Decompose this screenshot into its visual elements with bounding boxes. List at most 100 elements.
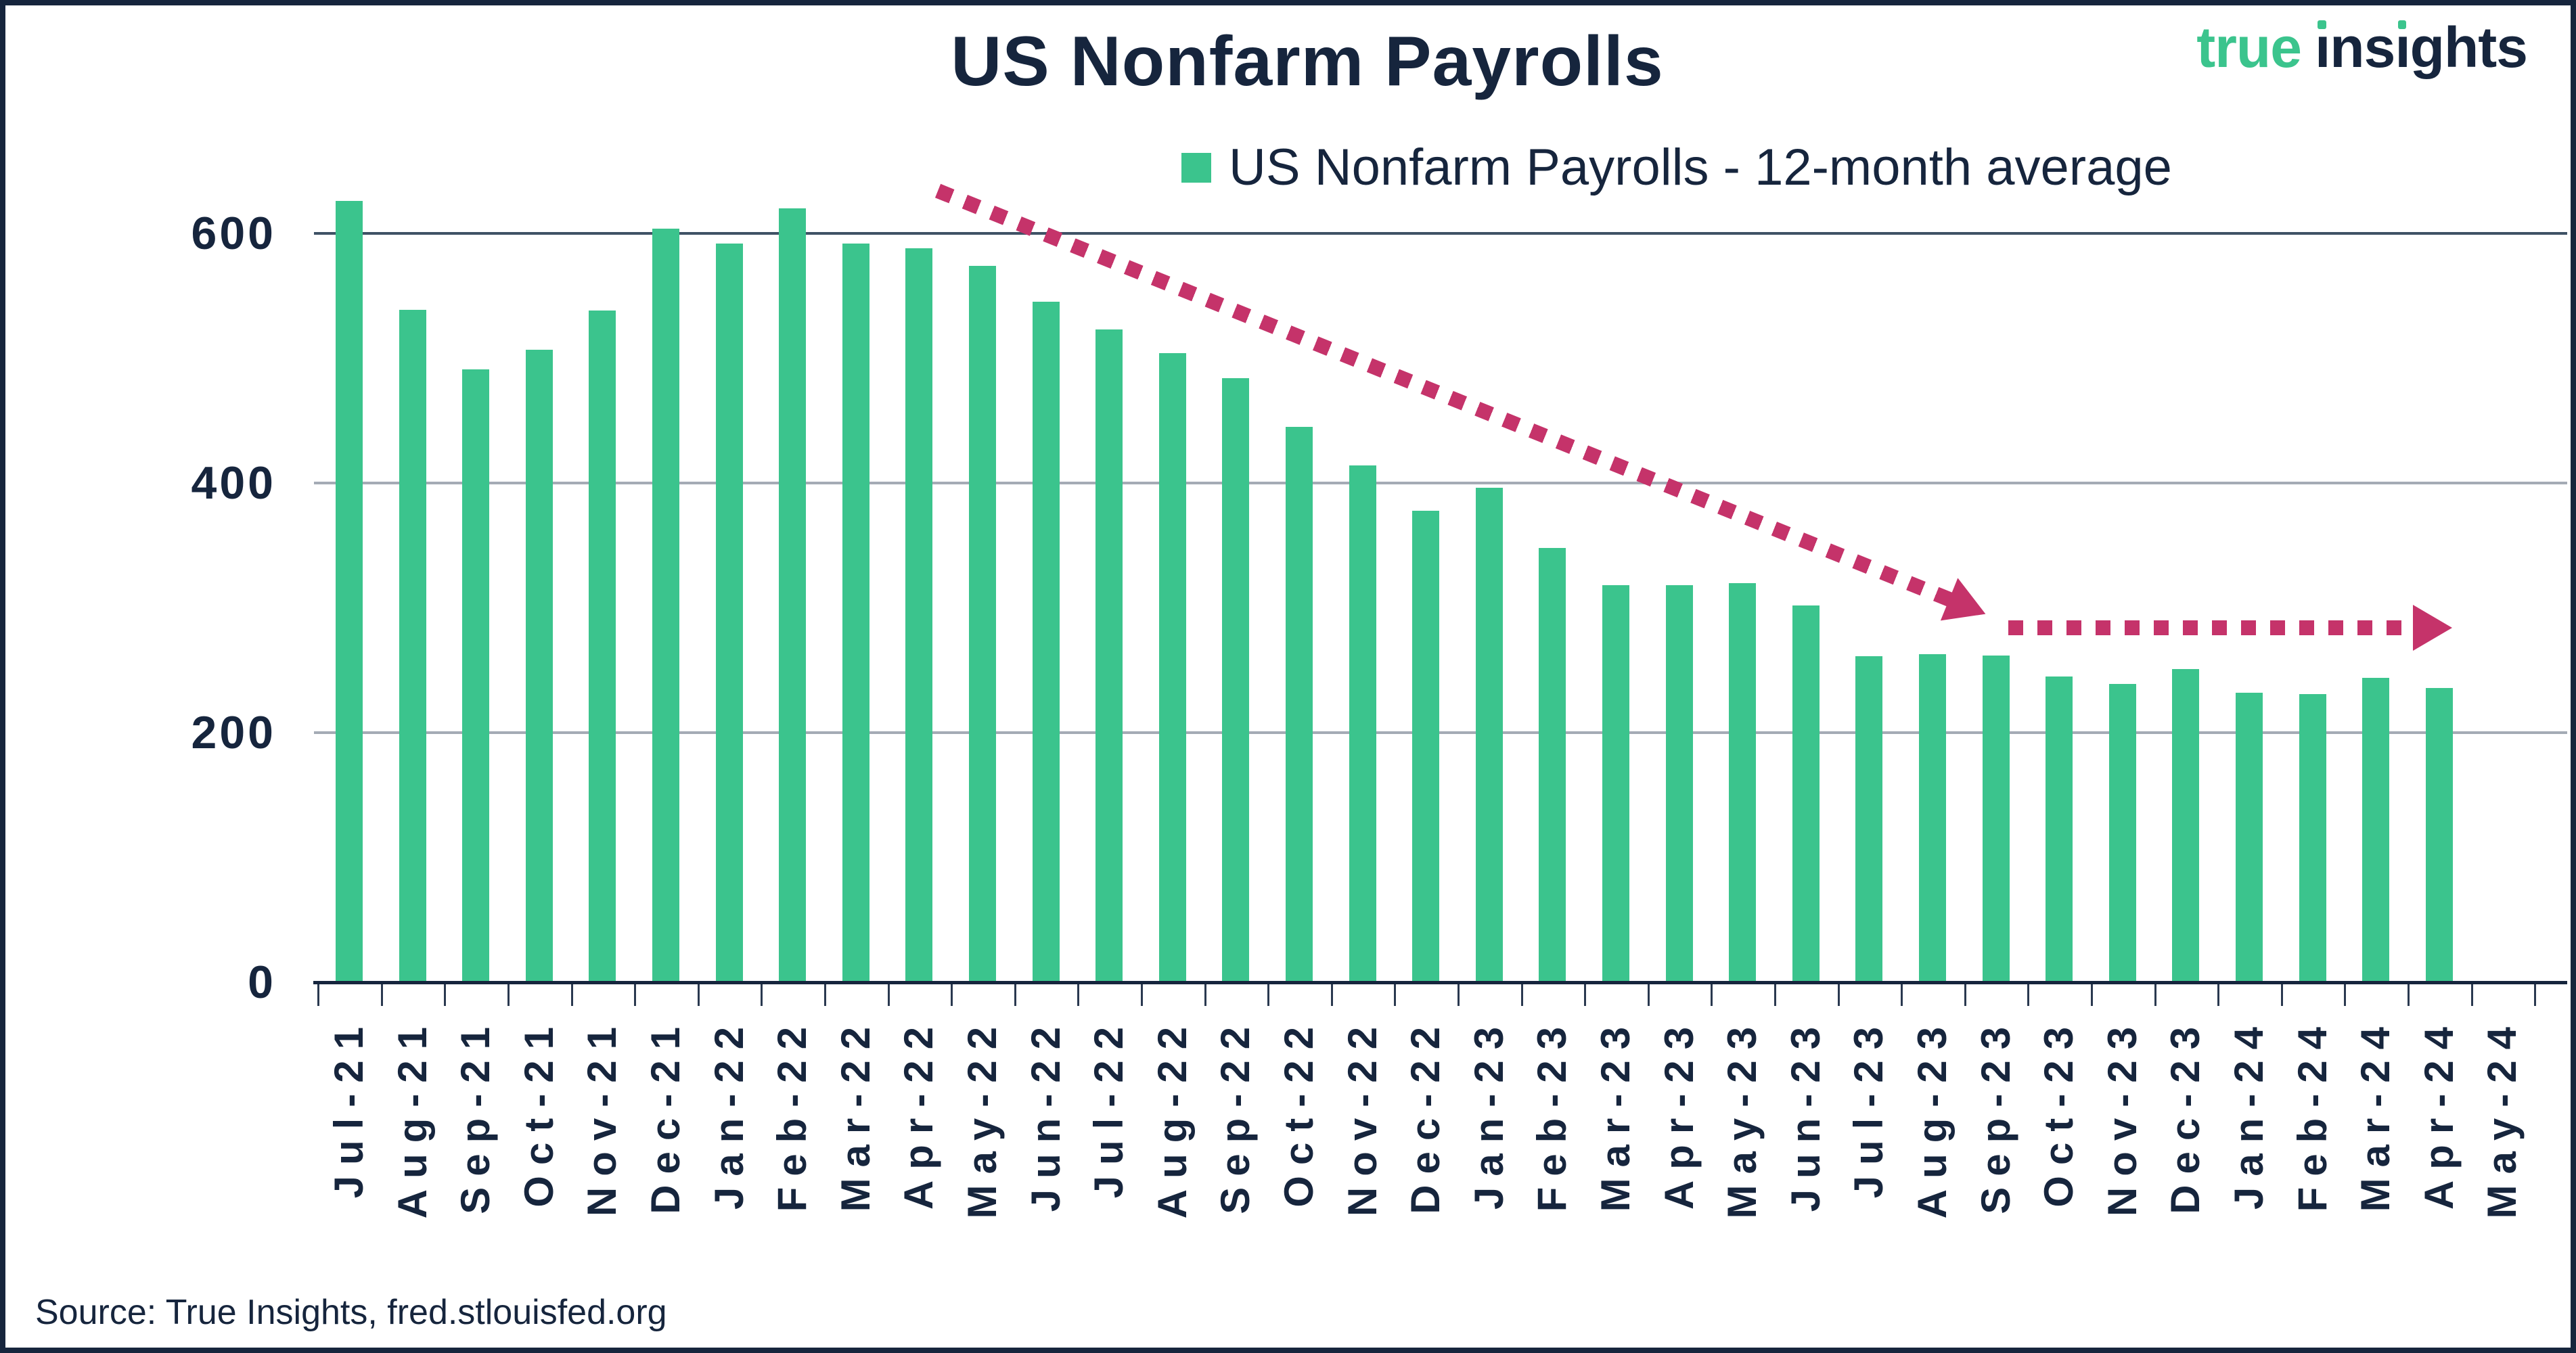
x-axis-tick-label: Mar-23 (1593, 1016, 1638, 1212)
x-axis-tick (1711, 984, 1713, 1006)
x-axis-tick (2280, 984, 2283, 1006)
x-axis-tick-label: Aug-21 (389, 1016, 435, 1219)
bar-Jul-23 (1855, 656, 1883, 982)
x-axis-tick-label: Feb-23 (1529, 1016, 1575, 1212)
flat-trend-arrow (2008, 620, 2414, 635)
x-axis-tick-label: Jun-22 (1022, 1016, 1068, 1212)
bar-Mar-24 (2362, 677, 2390, 982)
x-axis-tick-label: May-24 (2479, 1016, 2525, 1219)
bar-Mar-23 (1602, 585, 1629, 982)
x-axis-tick-label: Aug-23 (1910, 1016, 1955, 1219)
x-axis-tick-label: Apr-24 (2416, 1016, 2462, 1210)
bar-Nov-23 (2108, 684, 2136, 982)
x-axis-tick (380, 984, 383, 1006)
x-axis-tick (1267, 984, 1270, 1006)
x-axis-tick-label: Aug-22 (1149, 1016, 1195, 1219)
x-axis-tick (1774, 984, 1776, 1006)
x-axis-tick (761, 984, 763, 1006)
y-axis-tick-label: 600 (191, 208, 276, 259)
logo-i-dot-icon (2397, 20, 2407, 29)
x-axis-tick-label: May-22 (959, 1016, 1005, 1219)
bar-Feb-22 (779, 208, 807, 982)
brand-logo: true ı nsı ghts (2196, 15, 2528, 81)
x-axis-tick (1837, 984, 1840, 1006)
y-axis-tick-label: 0 (248, 957, 276, 1008)
legend-swatch (1181, 152, 1211, 183)
x-axis-tick-label: Oct-21 (516, 1016, 562, 1208)
chart-title: US Nonfarm Payrolls (951, 22, 1664, 101)
x-axis-tick (824, 984, 826, 1006)
x-axis-tick (2027, 984, 2030, 1006)
x-axis-line (313, 981, 2567, 984)
x-axis-tick-label: Jan-22 (706, 1016, 752, 1210)
bar-Jun-23 (1792, 605, 1820, 982)
x-axis-tick-label: Mar-24 (2353, 1016, 2399, 1212)
x-axis-tick (2470, 984, 2473, 1006)
bar-Oct-23 (2046, 676, 2073, 982)
x-axis-tick-label: Dec-22 (1403, 1016, 1449, 1214)
x-axis-tick-label: Jan-23 (1466, 1016, 1512, 1210)
bar-Apr-22 (905, 248, 933, 982)
x-axis-tick (1584, 984, 1587, 1006)
bar-Dec-21 (652, 228, 679, 982)
bar-Mar-22 (842, 243, 869, 982)
logo-letter-i: ı (2314, 16, 2330, 79)
x-axis-tick (1520, 984, 1523, 1006)
plot-area: 600 400 200 0 Jul-21 Aug-21 Sep-21 Oct-21 Nov-21… (5, 5, 2571, 1348)
legend: US Nonfarm Payrolls - 12-month average (1181, 138, 2172, 197)
x-axis-tick (634, 984, 637, 1006)
x-axis-tick-label: Oct-23 (2036, 1016, 2082, 1208)
x-axis-tick (507, 984, 510, 1006)
x-axis-tick-label: Dec-23 (2163, 1016, 2209, 1214)
x-axis-tick-label: Apr-23 (1656, 1016, 1702, 1210)
legend-label: US Nonfarm Payrolls - 12-month average (1229, 139, 2172, 196)
x-axis-tick (317, 984, 320, 1006)
x-axis-tick-label: Jul-23 (1846, 1016, 1892, 1199)
x-axis-tick (1077, 984, 1080, 1006)
brand-logo-word-true: true (2196, 16, 2302, 79)
x-axis-tick-label: Nov-22 (1339, 1016, 1385, 1217)
bar-Jul-22 (1095, 329, 1123, 982)
bar-Dec-23 (2172, 668, 2200, 982)
bar-Aug-21 (399, 309, 426, 982)
x-axis-tick (1647, 984, 1650, 1006)
x-axis-tick (1964, 984, 1966, 1006)
x-axis-tick-label: Feb-24 (2289, 1016, 2335, 1212)
bar-Nov-22 (1349, 465, 1376, 982)
x-axis-tick-label: Oct-22 (1276, 1016, 1321, 1208)
x-axis-tick-label: Jul-22 (1086, 1016, 1132, 1199)
x-axis-tick (1458, 984, 1460, 1006)
bar-Feb-24 (2299, 693, 2326, 982)
x-axis-tick (2408, 984, 2410, 1006)
x-axis-tick (2091, 984, 2093, 1006)
x-axis-tick (2154, 984, 2156, 1006)
x-axis-tick (1901, 984, 1903, 1006)
x-axis-tick-label: Nov-21 (579, 1016, 625, 1217)
bar-Oct-22 (1286, 426, 1313, 982)
x-axis-tick-label: May-23 (1719, 1016, 1765, 1219)
x-axis-tick-label: Feb-22 (769, 1016, 815, 1212)
gridline-200 (314, 731, 2567, 734)
bar-Jul-21 (336, 201, 363, 982)
x-axis-tick-label: Sep-22 (1213, 1016, 1259, 1214)
bar-Jan-23 (1475, 488, 1503, 982)
bar-Apr-24 (2425, 687, 2453, 982)
bar-Sep-23 (1982, 655, 2010, 982)
x-axis-tick (697, 984, 700, 1006)
x-axis-tick-label: Dec-21 (643, 1016, 688, 1214)
x-axis-tick-label: Jan-24 (2226, 1016, 2272, 1210)
x-axis-tick-label: Jun-23 (1782, 1016, 1828, 1212)
brand-logo-word-insights: ı nsı ghts (2314, 16, 2528, 79)
x-axis-tick (570, 984, 573, 1006)
gridline-600 (314, 232, 2567, 235)
x-axis-tick (2217, 984, 2220, 1006)
x-axis-tick-label: Apr-22 (896, 1016, 942, 1210)
x-axis-tick (1204, 984, 1206, 1006)
bar-Dec-22 (1412, 510, 1440, 982)
bar-May-22 (969, 265, 996, 982)
x-axis-tick (1141, 984, 1143, 1006)
x-axis-tick (1330, 984, 1333, 1006)
x-axis-tick-label: Sep-21 (453, 1016, 499, 1214)
x-axis-tick (2344, 984, 2347, 1006)
